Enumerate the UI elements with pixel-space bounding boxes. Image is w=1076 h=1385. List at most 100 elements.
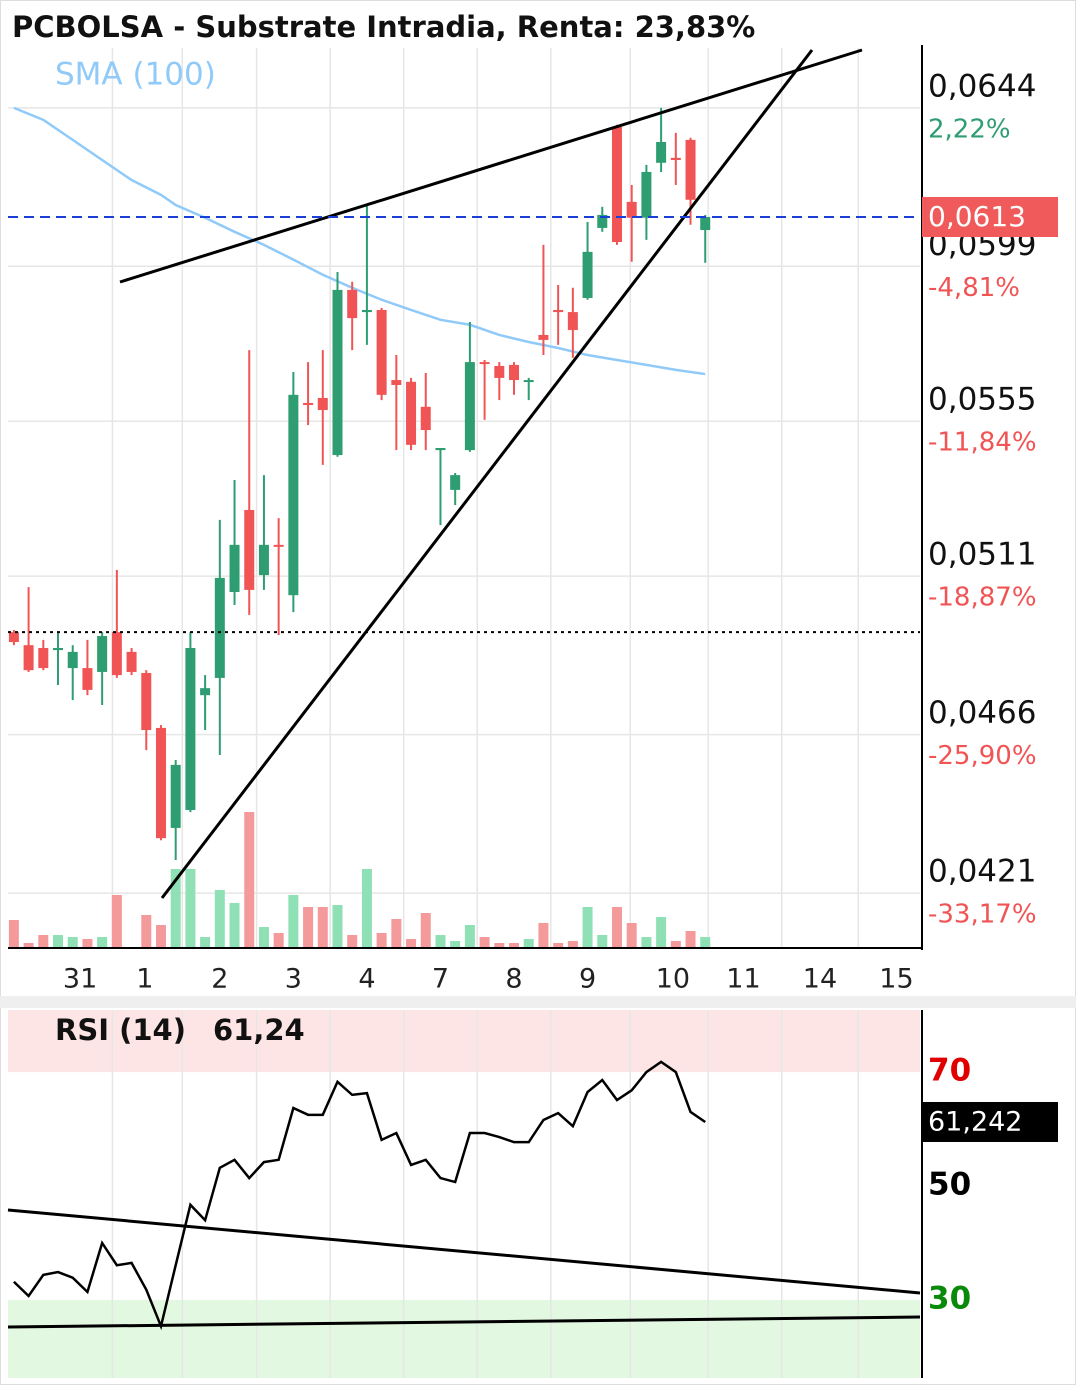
candle-body [582, 251, 593, 298]
volume-bar [67, 937, 78, 947]
y-tick-label: 0,0466 [928, 695, 1036, 731]
backgrounds [8, 1010, 920, 1378]
volume [8, 812, 711, 947]
y-tick-change: -18,87% [928, 583, 1037, 613]
x-tick-label: 11 [726, 964, 760, 995]
candle-body [258, 544, 269, 576]
candle-body [347, 289, 358, 319]
candle-body [406, 381, 417, 445]
candle-body [479, 362, 490, 365]
candle-body [567, 312, 578, 331]
candle-body [244, 509, 255, 590]
candle-body [214, 577, 225, 678]
volume-bar [23, 943, 34, 947]
candle-body [670, 157, 681, 160]
volume-bar [376, 933, 387, 947]
last-price-box [922, 197, 1058, 238]
chart-title: PCBOLSA - Substrate Intradia, Renta: 23,… [12, 10, 755, 44]
x-tick-label: 7 [432, 964, 449, 995]
volume-bar [391, 919, 402, 947]
candle-body [391, 380, 402, 385]
candle-body [23, 645, 34, 671]
y-tick-label: 0,0555 [928, 382, 1036, 418]
volume-bar [611, 907, 622, 947]
overbought-band [8, 1010, 920, 1073]
candle-body [67, 651, 78, 669]
volume-bar [258, 927, 269, 947]
volume-bar [553, 943, 564, 947]
volume-bar [273, 933, 284, 947]
volume-bar [464, 925, 475, 947]
candle-body [38, 648, 49, 669]
candle-body [361, 309, 372, 313]
x-tick-label: 10 [656, 964, 690, 995]
candle-body [523, 380, 534, 383]
candle-body [656, 142, 667, 163]
candle-body [185, 648, 196, 810]
volume-bar [185, 869, 196, 947]
volume-bar [494, 943, 505, 947]
candle-body [126, 651, 137, 672]
candle-body [8, 632, 19, 643]
volume-bar [700, 937, 711, 947]
volume-bar [288, 895, 299, 947]
candle-body [111, 632, 122, 676]
volume-bar [685, 931, 696, 947]
last-price-label: 0,0613 [928, 200, 1026, 233]
candle-body [97, 636, 108, 672]
volume-bar [8, 920, 19, 947]
volume-bar [420, 913, 431, 947]
volume-bar [656, 917, 667, 947]
volume-bar [361, 869, 372, 947]
volume-bar [567, 941, 578, 947]
candle-body [155, 727, 166, 839]
x-tick-label: 1 [136, 964, 153, 995]
candle-body [494, 365, 505, 378]
volume-bar [406, 939, 417, 947]
volume-bar [509, 943, 520, 947]
last-value-label: 61,242 [928, 1106, 1022, 1137]
volume-bar [641, 937, 652, 947]
volume-bar [582, 907, 593, 947]
candle-body [420, 406, 431, 431]
oversold-band [8, 1299, 920, 1378]
candle-body [641, 171, 652, 218]
candle-body [82, 668, 93, 690]
x-tick-label: 9 [579, 964, 596, 995]
candle-body [553, 309, 564, 313]
candle-body [538, 334, 549, 340]
candle-body [332, 289, 343, 456]
x-tick-label: 2 [211, 964, 228, 995]
volume-bar [170, 869, 181, 947]
volume-bar [155, 925, 166, 947]
y-tick-change: 2,22% [928, 114, 1011, 144]
axis-labels: 31 1 2 3 4 7 8 9 10 11 14 150,06442,22%0,0599-4,81%… [63, 68, 1058, 1316]
candle-body [53, 648, 64, 651]
volume-bar [523, 939, 534, 947]
y-tick-label: 70 [928, 1053, 971, 1089]
volume-bar [347, 935, 358, 947]
y-tick-label: 30 [928, 1280, 971, 1316]
candle-body [376, 309, 387, 395]
rsi-line [13, 1060, 706, 1331]
candle-body [288, 394, 299, 596]
candle-body [170, 764, 181, 828]
y-tick-change: -4,81% [928, 273, 1020, 303]
candle-body [464, 362, 475, 451]
y-tick-label: 0,0644 [928, 68, 1036, 104]
last-value-box [922, 1101, 1058, 1142]
y-tick-change: -25,90% [928, 741, 1037, 771]
candle-body [597, 214, 608, 228]
candle-body [450, 475, 461, 490]
candle-body [626, 201, 637, 218]
candle-body [229, 544, 240, 593]
candle-body [200, 688, 211, 696]
rsi-title: RSI (14) [55, 1013, 186, 1047]
candle-body [317, 398, 328, 410]
volume-bar [111, 895, 122, 947]
volume-bar [538, 923, 549, 947]
candle-body [141, 673, 152, 731]
overlays [8, 216, 920, 1331]
volume-bar [450, 941, 461, 947]
